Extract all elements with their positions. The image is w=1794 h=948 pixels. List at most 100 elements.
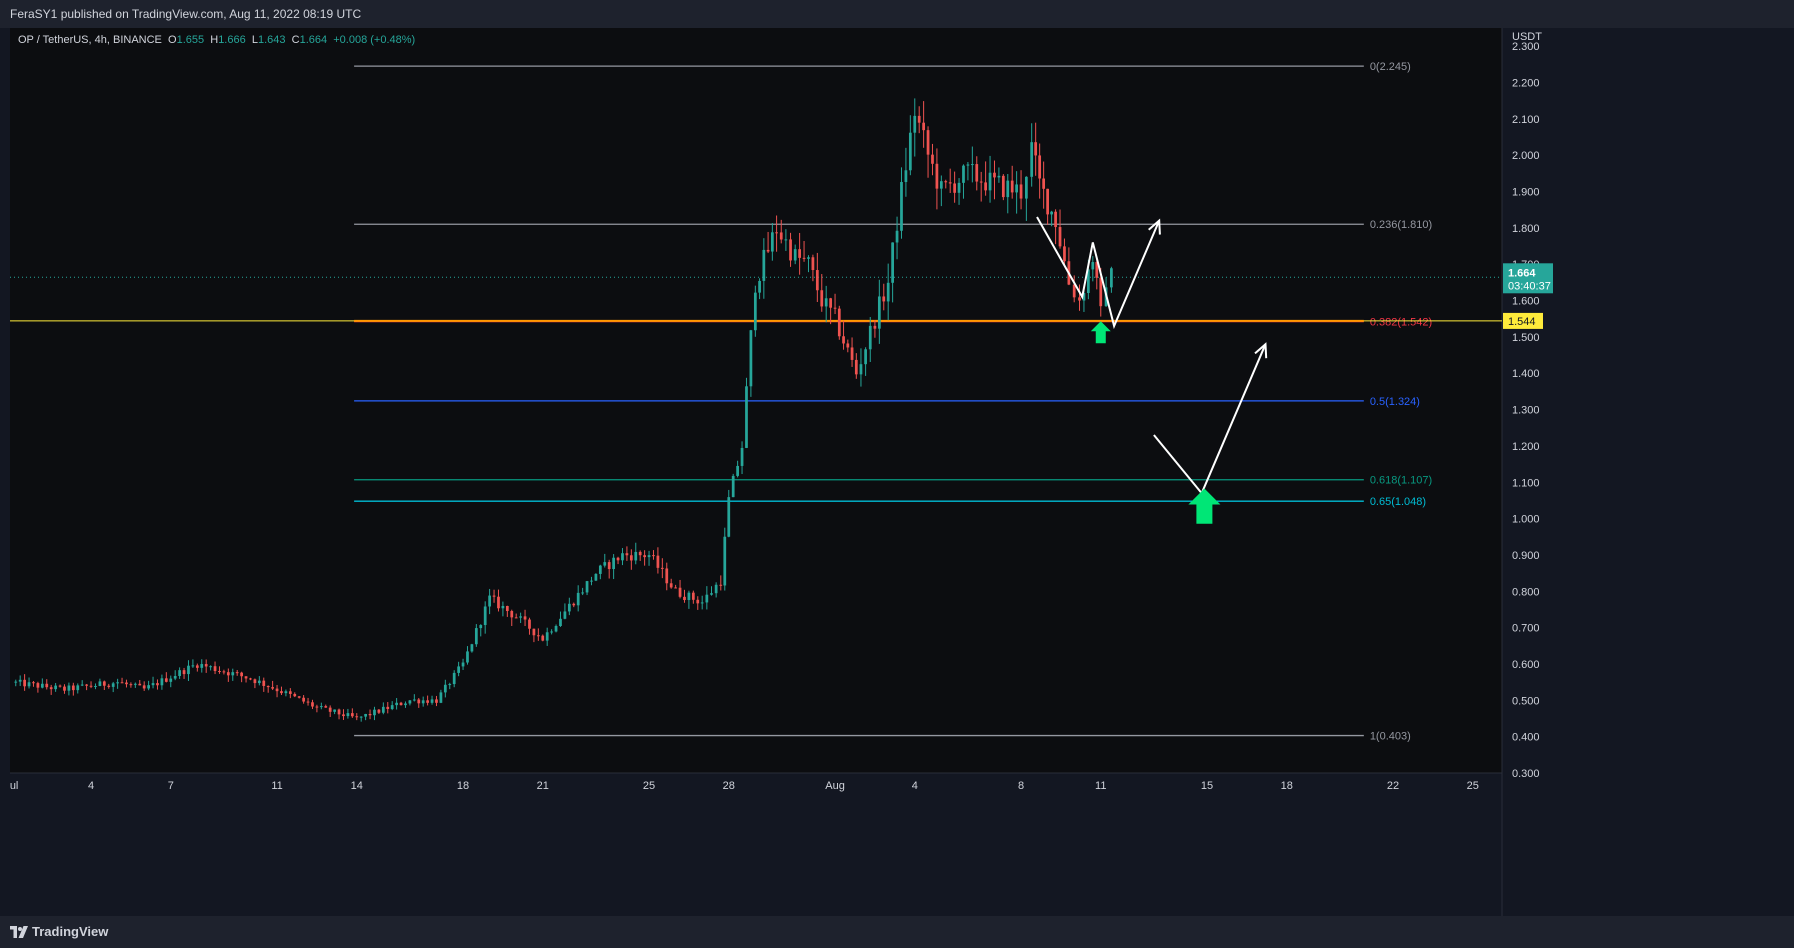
tradingview-brand[interactable]: TradingView [10,924,108,939]
candle-body [355,716,359,718]
candle-body [58,685,62,687]
candle-body [253,679,257,684]
candle-body [1010,180,1014,193]
candle-body [76,685,80,691]
candle-body [45,683,49,688]
candle-body [288,691,292,694]
candle-body [1030,142,1034,177]
candle-body [404,703,407,706]
candle-body [129,684,133,686]
candle-body [430,699,434,703]
candle-body [1099,277,1103,307]
candle-body [178,670,181,676]
chart-area[interactable]: USDT 0.300 0.400 0.500 0.600 0.700 0.800 0.900 1… [10,28,1794,916]
fib-level-label: 0(2.245) [1370,61,1411,73]
close-label: C [291,34,300,46]
candle-body [138,683,142,686]
candle-body [32,682,35,684]
candle-body [523,616,527,620]
candle-body [962,165,965,183]
candle-body [169,678,173,682]
candle-body [466,651,469,663]
last-price-tag [1503,263,1553,294]
candle-body [213,666,217,672]
price-chart[interactable]: USDT 0.300 0.400 0.500 0.600 0.700 0.800 0.900 1… [10,28,1794,916]
candle-body [714,584,718,594]
x-tick-label: 4 [88,780,94,792]
y-tick-label: 2.100 [1512,114,1540,126]
green-up-arrow-icon [1090,321,1111,344]
support-price-tag [1503,312,1543,329]
y-tick-label: 1.400 [1512,368,1540,380]
candle-body [479,625,483,629]
candle-body [80,684,84,686]
candle-body [399,702,403,706]
candle-body [904,170,908,183]
candle-body [280,691,283,694]
candle-body [550,631,553,633]
candle-body [421,700,425,704]
candle-body [85,684,88,686]
candle-body [1058,227,1062,247]
candle-body [1019,184,1023,199]
candle-body [244,676,248,679]
candle-body [49,687,53,690]
candle-body [652,555,655,557]
candle-body [23,679,26,687]
x-tick-label: 18 [457,780,469,792]
candle-body [691,592,695,600]
y-tick-label: 0.900 [1512,550,1540,562]
candle-body [306,701,310,703]
candle-body [723,536,727,586]
candle-body [585,581,589,593]
candle-body [948,182,952,184]
scenario-path-2-arrowhead [1254,342,1268,359]
candle-body [908,132,912,171]
candle-body [333,709,336,712]
candle-body [789,239,792,261]
candle-body [249,678,252,680]
candle-body [647,555,651,558]
candle-body [665,568,669,584]
candle-body [483,606,487,626]
candle-body [191,665,195,667]
candle-body [164,678,168,682]
candle-body [417,699,421,704]
candle-body [1086,269,1090,293]
x-tick-label: Aug [825,780,845,792]
candle-body [957,182,961,193]
candle-body [581,592,584,594]
candle-body [1078,297,1081,301]
candle-body [793,249,797,261]
candle-body [235,672,239,674]
tradingview-logo-icon [10,925,28,938]
candle-body [324,706,328,708]
candle-body [607,562,611,570]
candle-body [762,249,766,281]
candle-body [187,665,190,675]
candle-body [364,713,367,717]
fib-level-label: 0.5(1.324) [1370,396,1420,408]
candle-body [598,565,602,574]
fib-level-label: 0.618(1.107) [1370,475,1432,487]
candle-body [854,359,858,375]
candle-body [266,685,270,688]
candle-body [1024,176,1028,199]
candle-body [195,665,199,668]
candle-body [882,296,886,302]
candle-body [683,596,686,601]
candle-body [536,635,540,637]
candle-body [1095,262,1099,278]
candle-body [271,687,274,689]
y-tick-label: 2.200 [1512,78,1540,90]
candle-body [842,336,845,344]
candle-body [293,693,297,697]
candle-body [559,618,562,627]
candle-body [342,714,345,717]
symbol-legend: OP / TetherUS, 4h, BINANCE O1.655 H1.666… [18,34,415,46]
candle-body [935,163,939,189]
candle-body [753,292,757,331]
candle-body [1015,184,1018,193]
candle-body [784,239,788,241]
candle-body [603,562,607,566]
